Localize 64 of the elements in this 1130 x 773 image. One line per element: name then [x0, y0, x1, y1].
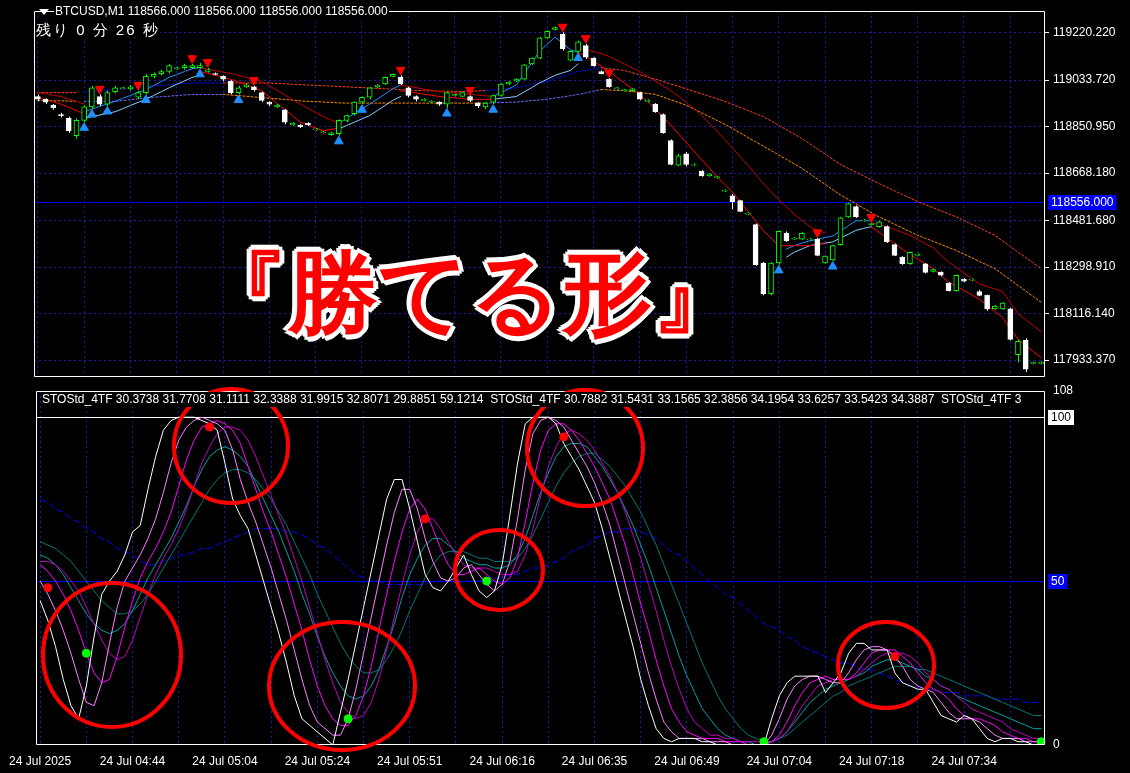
- point: [357, 104, 367, 113]
- ref-line-label: 100: [1051, 410, 1072, 425]
- candlestick: [143, 73, 149, 95]
- point: [249, 77, 259, 86]
- point: [488, 104, 499, 113]
- point: [133, 82, 144, 91]
- x-tick-label: 24 Jul 05:24: [284, 753, 351, 768]
- point: [43, 583, 53, 593]
- chart-title: STOStd_4TF 30.3738 31.7708 31.1111 32.3388 31.9915 32.8071 29.8851 59.1214 STOStd_4TF 30.7882 31.5431 33.1565 32.3856 34.1954 33.6257 33.5423 34.3887 STOStd_4TF 3: [41, 392, 1023, 407]
- y-tick-label: 118668.180: [1053, 165, 1116, 180]
- y-tick-label: 118116.140: [1053, 305, 1115, 320]
- x-tick-label: 24 Jul 07:34: [931, 753, 998, 768]
- y-tick-label: 118481.680: [1053, 212, 1116, 227]
- annotation: 残り 0 分 26 秒: [36, 21, 160, 39]
- ref-line-label: 50: [1051, 574, 1065, 589]
- point: [420, 514, 430, 524]
- candlestick: [89, 85, 95, 110]
- y-tick-label: 118298.910: [1053, 259, 1116, 274]
- point: [442, 108, 452, 117]
- point: [573, 52, 583, 62]
- ref-line-label: 118556.000: [1051, 195, 1114, 210]
- point: [79, 122, 89, 131]
- point: [773, 264, 784, 274]
- y-tick-label: 117933.370: [1053, 352, 1116, 367]
- annotation: 『勝てる形』: [198, 240, 742, 345]
- point: [102, 106, 113, 115]
- point: [890, 652, 900, 661]
- point: [580, 35, 591, 44]
- point: [334, 135, 344, 145]
- point: [81, 648, 91, 658]
- y-tick-label: 118850.950: [1053, 118, 1116, 133]
- point: [559, 432, 569, 442]
- y-tick-label: 119033.720: [1053, 72, 1116, 87]
- candlestick: [1015, 338, 1021, 363]
- point: [202, 59, 213, 68]
- x-tick-label: 24 Jul 07:18: [839, 753, 905, 768]
- chart-title: BTCUSD,M1 118566.000 118566.000 118556.000 118556.000: [54, 4, 389, 19]
- point: [343, 714, 353, 724]
- x-tick-label: 24 Jul 05:51: [377, 753, 443, 768]
- point: [395, 66, 406, 76]
- x-tick-label: 24 Jul 05:04: [192, 753, 258, 768]
- point: [827, 261, 838, 270]
- point: [465, 86, 475, 96]
- y-tick-label: 0: [1053, 737, 1060, 752]
- point: [94, 85, 105, 95]
- point: [557, 23, 568, 33]
- point: [233, 94, 244, 104]
- x-tick-label: 24 Jul 2025: [9, 753, 72, 768]
- point: [759, 737, 769, 745]
- x-tick-label: 24 Jul 06:49: [654, 753, 720, 768]
- point: [195, 68, 205, 78]
- y-tick-label: 108: [1053, 383, 1074, 398]
- x-tick-label: 24 Jul 06:35: [561, 753, 628, 768]
- point: [87, 109, 97, 118]
- point: [187, 55, 198, 64]
- point: [604, 69, 614, 79]
- point: [482, 576, 492, 586]
- y-tick-label: 119220.220: [1053, 24, 1116, 39]
- point: [141, 94, 151, 104]
- x-tick-label: 24 Jul 04:44: [99, 753, 166, 768]
- point: [205, 422, 215, 432]
- line-series: [39, 498, 1042, 703]
- x-tick-label: 24 Jul 07:04: [746, 753, 813, 768]
- x-tick-label: 24 Jul 06:16: [469, 753, 536, 768]
